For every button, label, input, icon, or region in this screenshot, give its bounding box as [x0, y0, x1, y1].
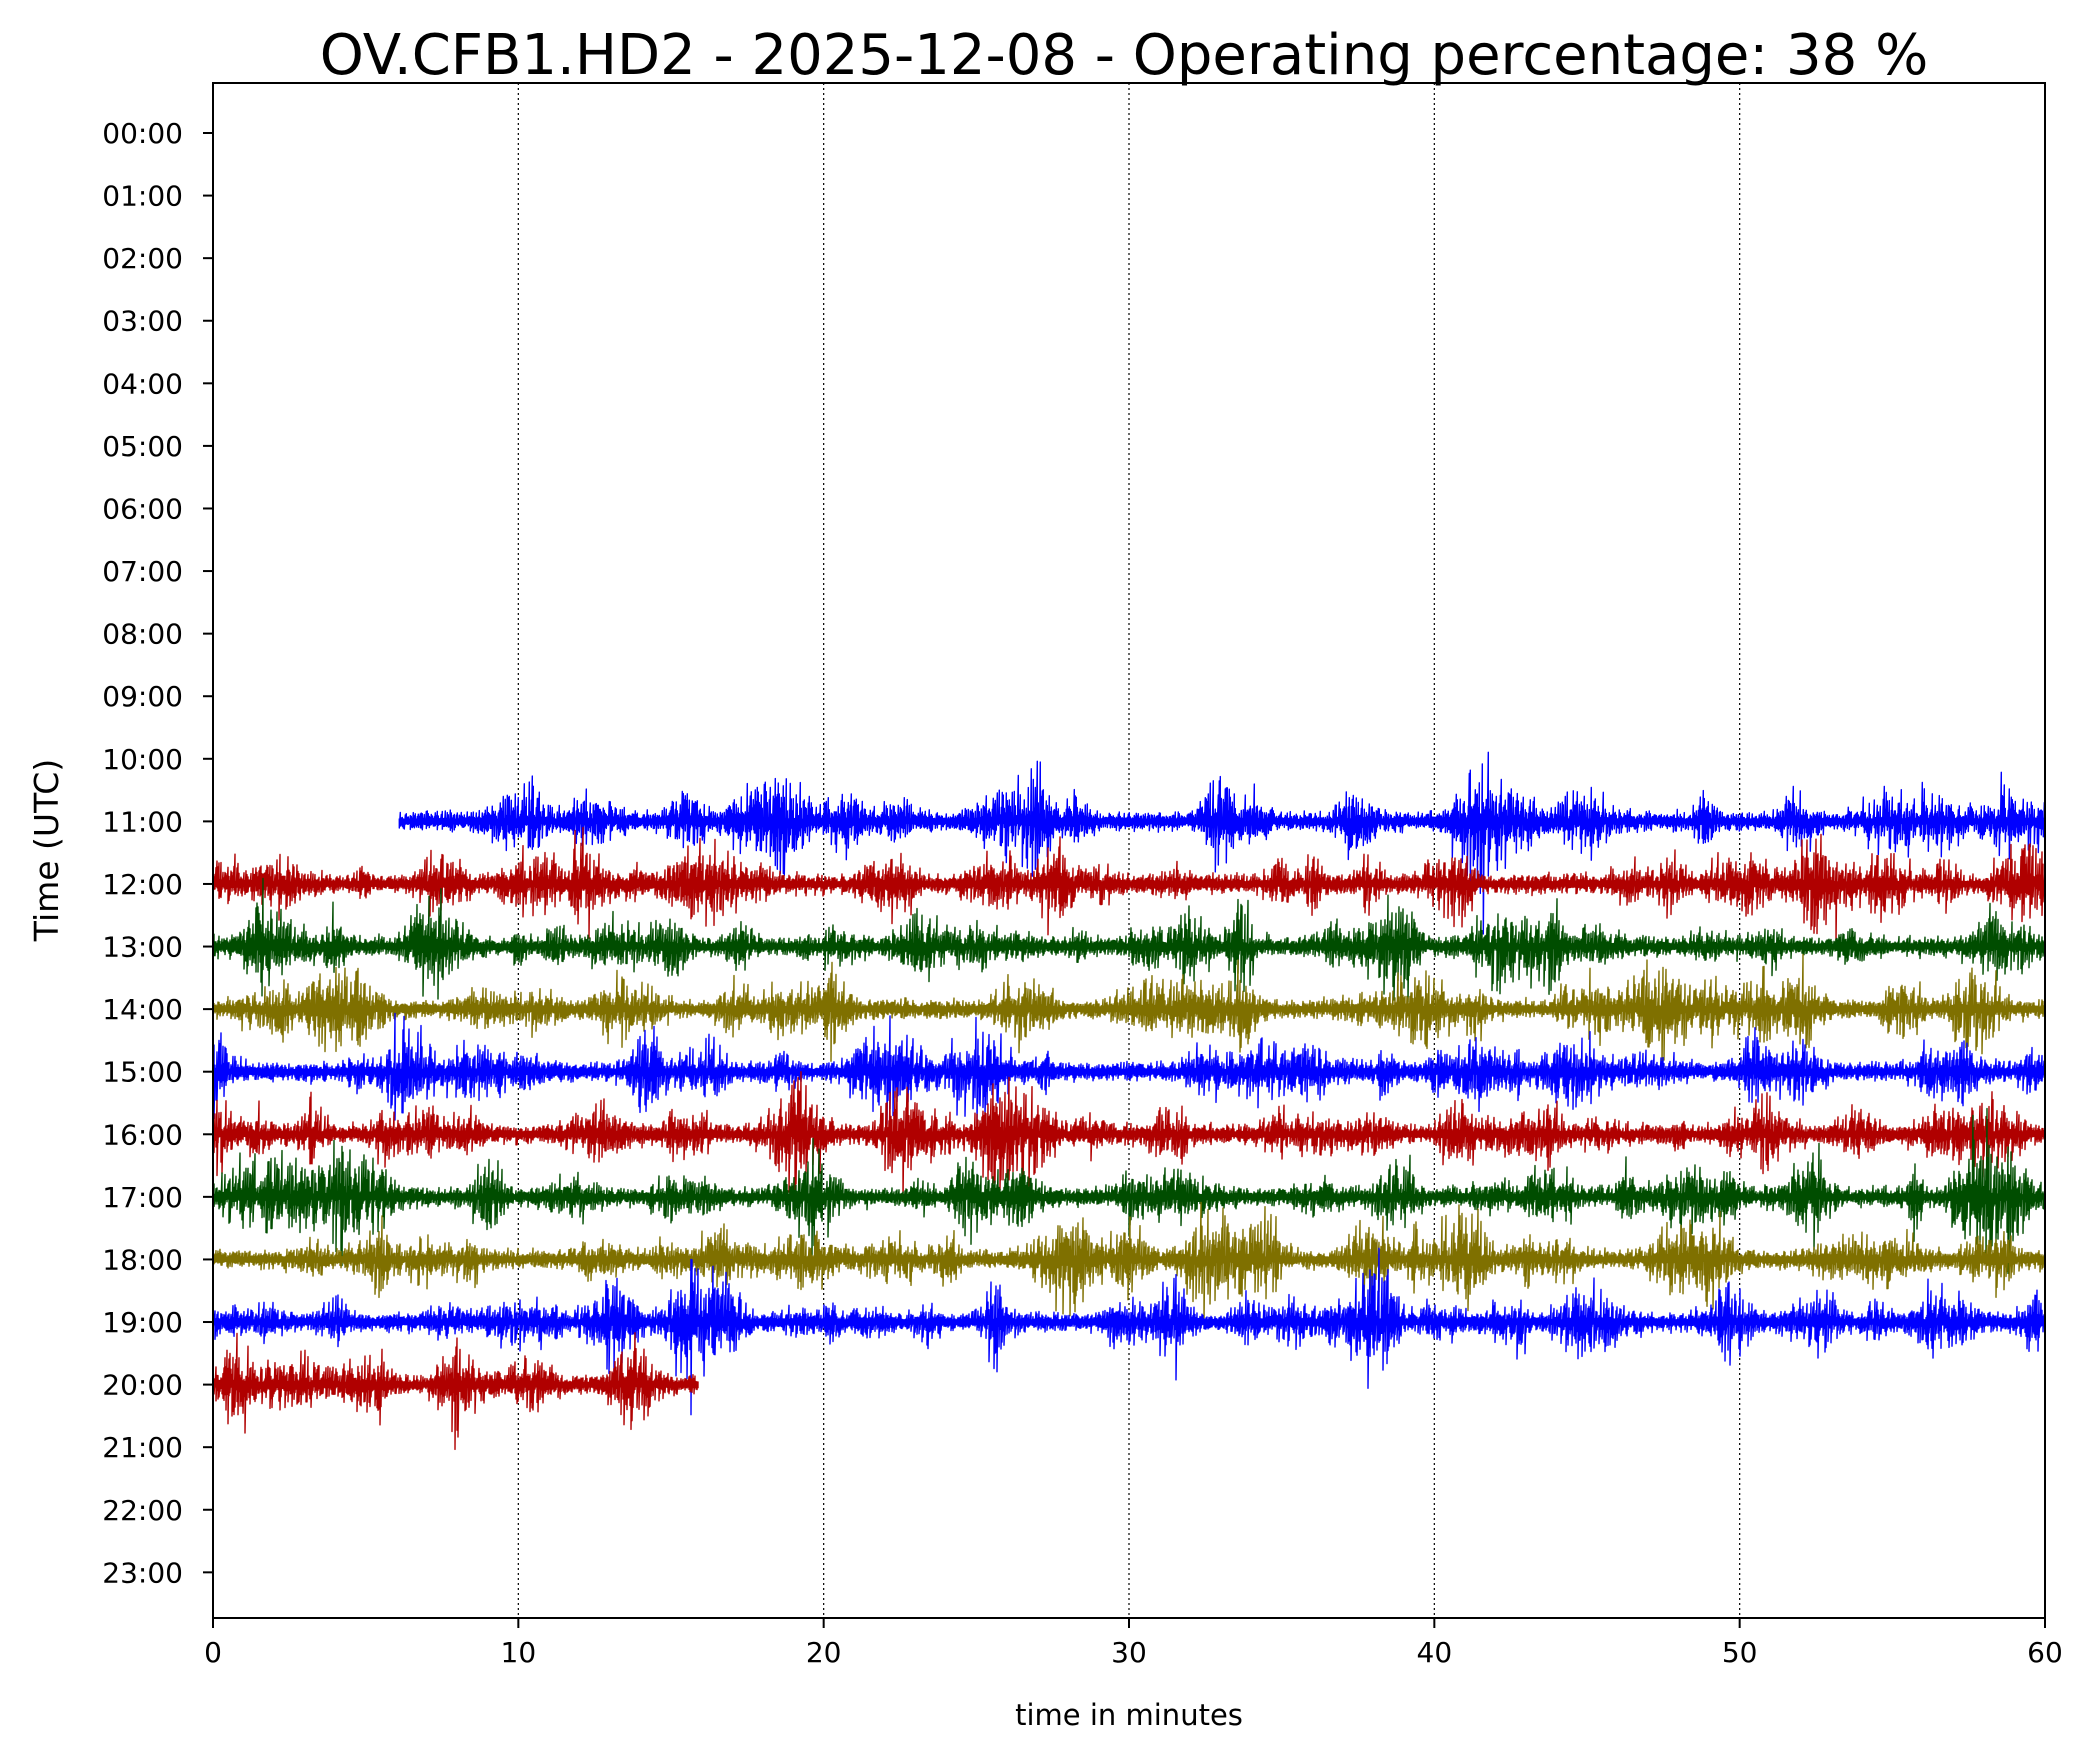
y-tick-label-07:00: 07:00: [102, 555, 183, 588]
y-tick-label-04:00: 04:00: [102, 367, 183, 400]
x-tick-label-0: 0: [204, 1636, 222, 1669]
y-axis-ticks: 00:00 01:00 02:00 03:00 04:00 05:00 06:00 07:00…: [102, 117, 213, 1589]
seismic-traces: [212, 751, 2046, 1451]
trace-1800: [212, 1201, 2046, 1322]
y-tick-label-23:00: 23:00: [102, 1556, 183, 1589]
x-axis-ticks: 0 10 20 30 40 50 60: [204, 1618, 2063, 1669]
y-tick-label-16:00: 16:00: [102, 1118, 183, 1151]
y-tick-label-18:00: 18:00: [102, 1243, 183, 1276]
trace-1500: [212, 1012, 2046, 1126]
y-tick-label-22:00: 22:00: [102, 1494, 183, 1527]
y-tick-label-09:00: 09:00: [102, 680, 183, 713]
x-tick-label-10: 10: [501, 1636, 537, 1669]
grid-lines: [517, 83, 1741, 1618]
x-axis-label: time in minutes: [1015, 1698, 1243, 1732]
y-tick-label-12:00: 12:00: [102, 868, 183, 901]
y-tick-label-01:00: 01:00: [102, 180, 183, 213]
y-tick-label-02:00: 02:00: [102, 242, 183, 275]
x-tick-label-20: 20: [806, 1636, 842, 1669]
y-axis-label: Time (UTC): [27, 759, 66, 942]
y-tick-label-03:00: 03:00: [102, 305, 183, 338]
y-tick-label-14:00: 14:00: [102, 993, 183, 1026]
y-tick-label-06:00: 06:00: [102, 492, 183, 525]
y-tick-label-19:00: 19:00: [102, 1306, 183, 1339]
trace-1900: [212, 1247, 2046, 1416]
y-tick-label-17:00: 17:00: [102, 1181, 183, 1214]
x-tick-label-40: 40: [1417, 1636, 1453, 1669]
trace-1400: [212, 953, 2046, 1070]
y-tick-label-13:00: 13:00: [102, 931, 183, 964]
trace-1300: [212, 877, 2046, 1003]
y-tick-label-20:00: 20:00: [102, 1369, 183, 1402]
y-tick-label-08:00: 08:00: [102, 618, 183, 651]
y-tick-label-10:00: 10:00: [102, 743, 183, 776]
x-tick-label-30: 30: [1111, 1636, 1147, 1669]
y-tick-label-11:00: 11:00: [102, 805, 183, 838]
y-tick-label-05:00: 05:00: [102, 430, 183, 463]
trace-1600: [212, 1071, 2046, 1202]
x-tick-label-60: 60: [2027, 1636, 2063, 1669]
trace-2000: [212, 1332, 699, 1451]
y-tick-label-15:00: 15:00: [102, 1056, 183, 1089]
trace-1200: [212, 826, 2046, 943]
y-tick-label-21:00: 21:00: [102, 1431, 183, 1464]
y-tick-label-00:00: 00:00: [102, 117, 183, 150]
chart-title: OV.CFB1.HD2 - 2025-12-08 - Operating per…: [320, 23, 1929, 88]
trace-1100: [398, 751, 2045, 935]
trace-1700: [212, 1107, 2046, 1277]
x-tick-label-50: 50: [1722, 1636, 1758, 1669]
